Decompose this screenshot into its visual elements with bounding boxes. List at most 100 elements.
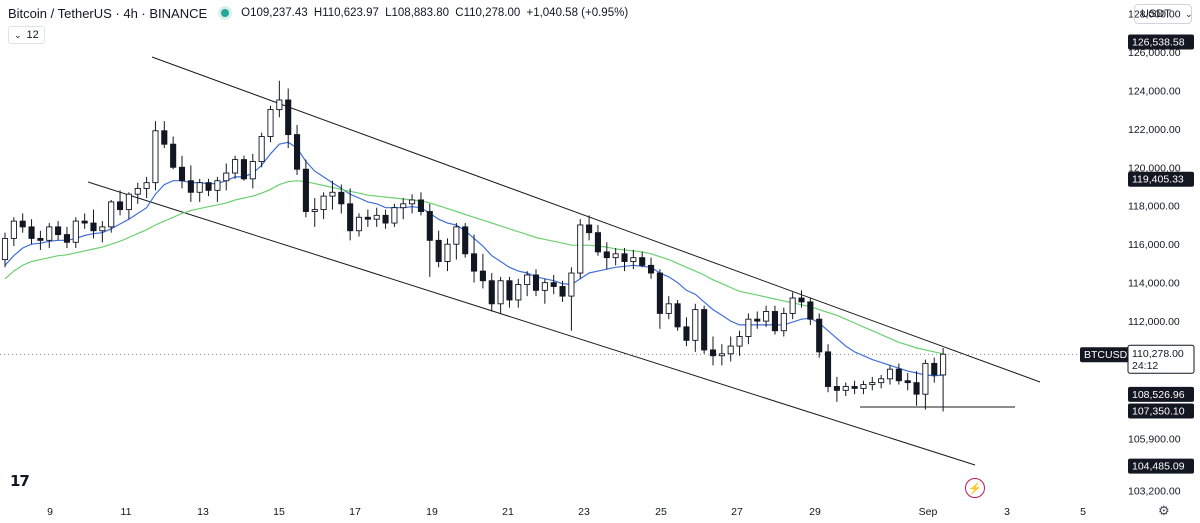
candle-body: [1, 237, 9, 261]
time-axis: 9 11 13 15 17 19 21 23 25 27 29 Sep 3 5: [47, 506, 1086, 518]
candle: [170, 136, 177, 170]
candle: [860, 380, 867, 395]
candle-body: [55, 226, 62, 236]
tradingview-logo-icon[interactable]: 17: [10, 472, 30, 490]
x-tick-label: 17: [349, 506, 361, 518]
y-tick-label: 103,200.00: [1128, 485, 1181, 497]
candle-body: [524, 274, 531, 286]
candle-body: [453, 226, 460, 245]
price-label-support-bg: [1128, 403, 1194, 419]
candle-body: [435, 239, 442, 262]
y-tick-label: 122,000.00: [1128, 124, 1181, 136]
candle-body: [833, 386, 840, 391]
symbol-tag: BTCUSDT: [1080, 347, 1134, 363]
candle-body: [895, 368, 902, 382]
candle-body: [541, 282, 548, 291]
candle-body: [568, 272, 575, 297]
candle: [426, 203, 433, 277]
candle: [471, 234, 478, 283]
candle-body: [497, 280, 504, 305]
symbol-title[interactable]: Bitcoin / TetherUS · 4h · BINANCE: [8, 5, 208, 21]
candle: [842, 382, 849, 397]
candle-body: [178, 166, 186, 182]
candle: [559, 280, 566, 302]
candle-body: [294, 134, 301, 170]
candle: [125, 192, 132, 220]
candle: [417, 192, 425, 216]
candle: [745, 313, 752, 345]
candle-body: [373, 214, 380, 220]
symbol-header: Bitcoin / TetherUS · 4h · BINANCE O109,2…: [8, 5, 631, 21]
candle-body: [196, 182, 203, 193]
price-label-high-bg: [1128, 34, 1194, 50]
candle: [258, 132, 265, 168]
candle: [90, 209, 97, 239]
candle-body: [559, 286, 566, 297]
ohlc-readout: O109,237.43 H110,623.97 L108,883.80 C110…: [241, 7, 631, 19]
indicators-toggle[interactable]: ⌄ 12: [8, 26, 45, 44]
candlestick-series: [1, 80, 947, 412]
candle: [789, 292, 796, 320]
candle-body: [249, 161, 256, 180]
candle: [19, 213, 26, 233]
candle-body: [134, 187, 141, 195]
candle-body: [621, 253, 628, 262]
current-price-bg: [1127, 344, 1195, 374]
candle-body: [37, 237, 44, 241]
candle: [648, 257, 655, 279]
lightning-icon[interactable]: ⚡: [965, 478, 985, 498]
trendline-1: [151, 56, 1041, 383]
candle-body: [639, 257, 646, 266]
candle: [603, 242, 610, 270]
candle-body: [258, 136, 265, 162]
price-axis: 128,000.00 126,000.00 124,000.00 122,000.00…: [1128, 8, 1181, 497]
candle: [532, 269, 540, 297]
candle: [568, 267, 575, 331]
x-tick-label: 3: [1004, 506, 1010, 518]
x-tick-label: 5: [1080, 506, 1086, 518]
candle-body: [603, 251, 610, 259]
candle: [807, 298, 814, 325]
candle: [577, 219, 584, 279]
candle-body: [152, 130, 159, 184]
price-label-support: 107,350.10: [1128, 403, 1194, 419]
candle-body: [869, 382, 876, 386]
price-label-upper-text: 119,405.33: [1132, 174, 1184, 186]
candle: [347, 188, 354, 241]
candle: [709, 336, 717, 366]
candle: [913, 371, 920, 406]
candle: [922, 359, 929, 410]
candle-body: [116, 201, 124, 211]
candle: [196, 178, 203, 202]
candle: [816, 313, 823, 358]
candle: [81, 213, 88, 229]
candle-body: [736, 336, 743, 347]
candle: [586, 215, 593, 241]
candle: [400, 198, 407, 220]
candle: [355, 213, 363, 237]
candle: [364, 209, 371, 227]
candle-body: [904, 380, 911, 384]
candle-body: [586, 224, 593, 234]
candle: [701, 305, 708, 354]
candle-body: [81, 220, 88, 224]
gear-icon[interactable]: ⚙: [1158, 503, 1170, 518]
candle: [639, 251, 646, 268]
candle-body: [860, 384, 867, 389]
candle: [771, 305, 778, 335]
candle: [373, 207, 380, 227]
currency-button[interactable]: USDT ⌄: [1134, 4, 1193, 24]
candle: [55, 221, 62, 241]
candle: [683, 317, 690, 347]
candle: [727, 336, 734, 362]
candle: [285, 88, 292, 149]
candle: [152, 121, 159, 191]
candle: [10, 217, 17, 247]
candle: [338, 184, 345, 214]
candle-body: [170, 143, 177, 168]
candle: [656, 269, 663, 329]
chevron-down-icon: ⌄: [1184, 8, 1193, 19]
price-label-high-text: 126,538.58: [1132, 37, 1185, 49]
candle: [754, 311, 761, 329]
